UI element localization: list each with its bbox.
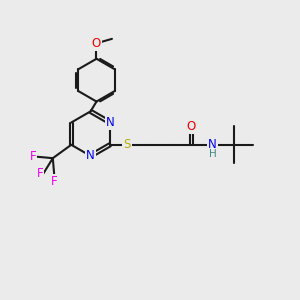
Text: F: F <box>36 167 43 180</box>
Text: N: N <box>106 116 114 129</box>
Text: S: S <box>123 138 131 151</box>
Text: O: O <box>92 37 101 50</box>
Text: N: N <box>208 138 217 151</box>
Text: N: N <box>86 149 95 162</box>
Text: F: F <box>30 150 36 163</box>
Text: O: O <box>187 120 196 133</box>
Text: F: F <box>51 175 58 188</box>
Text: H: H <box>209 149 217 159</box>
